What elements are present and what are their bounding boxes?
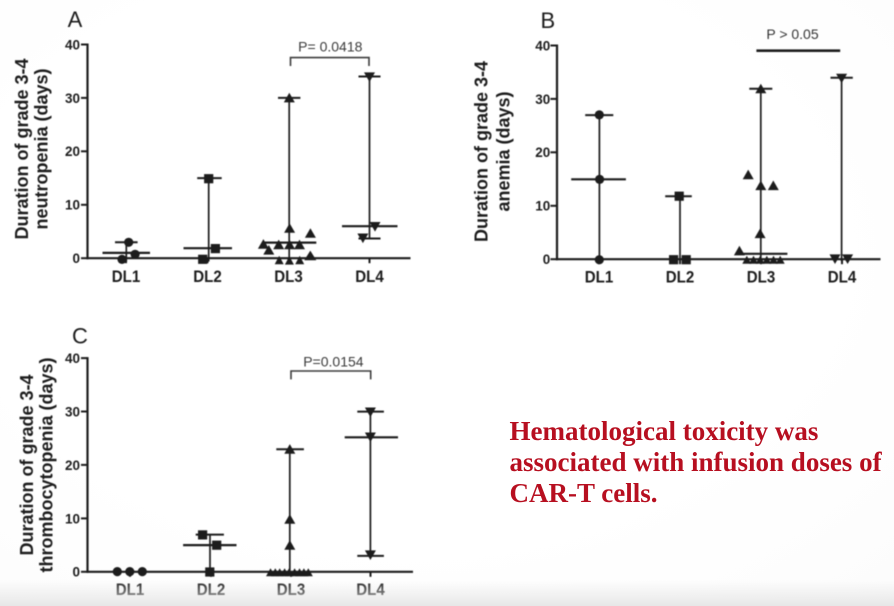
svg-text:B: B [541, 8, 556, 33]
svg-text:DL2: DL2 [666, 268, 695, 287]
svg-text:A: A [68, 7, 83, 32]
svg-text:20: 20 [65, 458, 80, 473]
svg-text:20: 20 [65, 144, 80, 159]
svg-text:10: 10 [535, 199, 550, 214]
svg-text:anemia (days): anemia (days) [493, 91, 513, 211]
svg-text:30: 30 [65, 91, 80, 106]
svg-text:0: 0 [72, 251, 80, 266]
svg-text:DL1: DL1 [585, 268, 614, 287]
svg-text:Duration of grade 3-4: Duration of grade 3-4 [17, 374, 37, 555]
svg-text:neutropenia (days): neutropenia (days) [31, 68, 51, 229]
svg-text:DL4: DL4 [828, 268, 857, 287]
svg-text:Duration of grade 3-4: Duration of grade 3-4 [472, 61, 492, 242]
svg-text:0: 0 [543, 252, 551, 267]
svg-text:P=0.0154: P=0.0154 [303, 354, 364, 370]
svg-text:30: 30 [535, 92, 550, 107]
svg-text:P= 0.0418: P= 0.0418 [298, 39, 362, 55]
svg-text:10: 10 [65, 511, 80, 526]
svg-text:P > 0.05: P > 0.05 [766, 26, 819, 42]
svg-text:40: 40 [535, 38, 550, 53]
svg-text:DL3: DL3 [274, 267, 303, 286]
svg-text:10: 10 [65, 198, 80, 213]
svg-text:20: 20 [535, 145, 550, 160]
svg-text:C: C [72, 324, 88, 349]
svg-text:DL1: DL1 [112, 267, 141, 286]
svg-text:40: 40 [65, 351, 80, 366]
svg-text:thrombocytopenia (days): thrombocytopenia (days) [37, 357, 57, 572]
svg-text:0: 0 [72, 565, 80, 580]
svg-text:40: 40 [65, 37, 80, 52]
svg-text:DL3: DL3 [747, 268, 776, 287]
svg-text:DL2: DL2 [193, 267, 222, 286]
svg-text:DL4: DL4 [355, 267, 384, 286]
svg-text:Duration of grade 3-4: Duration of grade 3-4 [12, 58, 32, 239]
svg-text:30: 30 [65, 404, 80, 419]
